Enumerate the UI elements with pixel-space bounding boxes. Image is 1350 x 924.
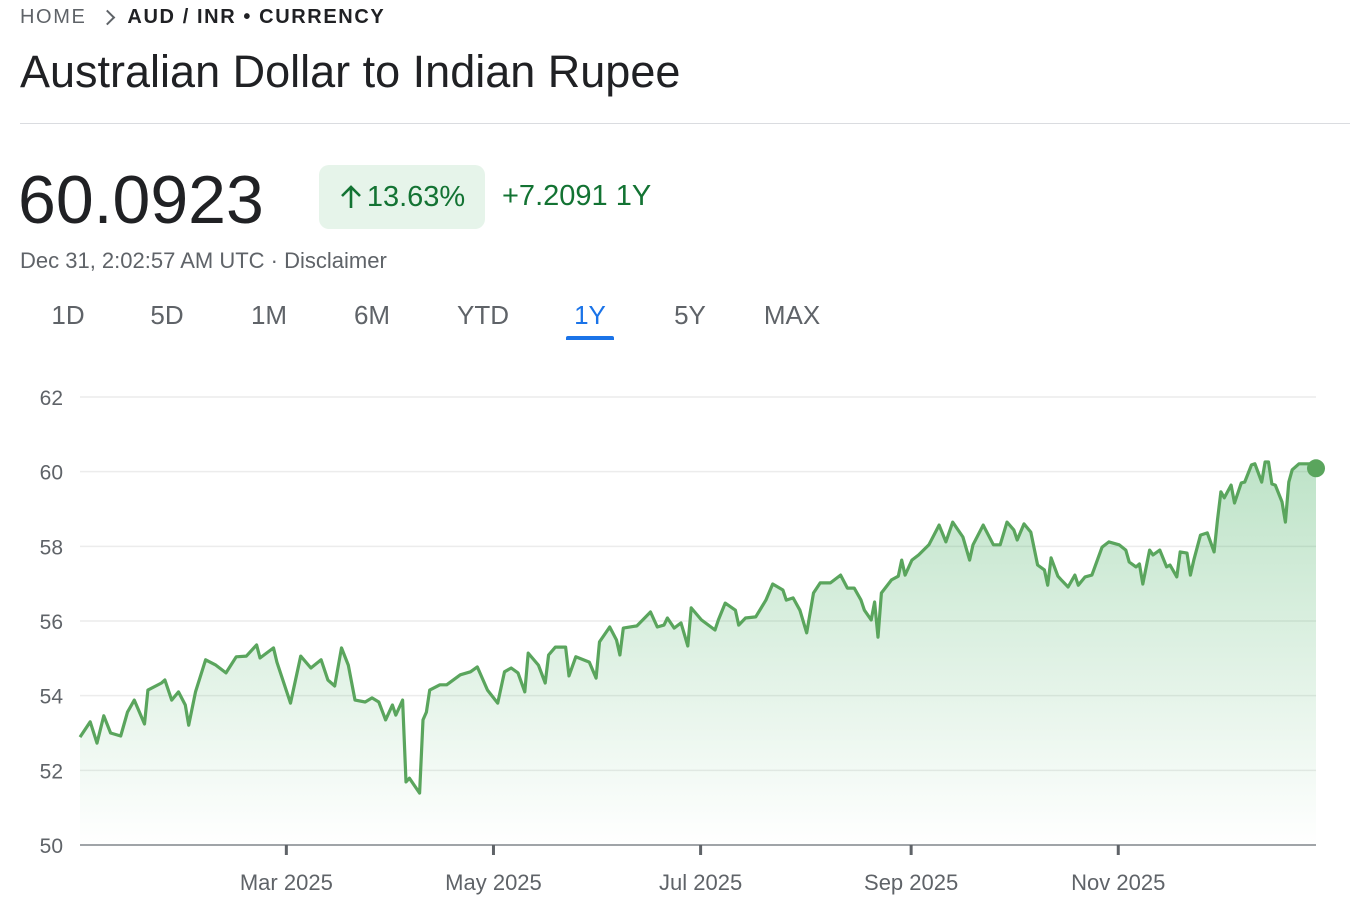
breadcrumb-home-link[interactable]: HOME [20, 6, 87, 28]
chevron-right-icon [100, 9, 116, 26]
y-tick-label: 50 [40, 835, 63, 858]
x-tick-label: Nov 2025 [1071, 870, 1165, 895]
tab-6m[interactable]: 6M [353, 300, 391, 330]
page-title: Australian Dollar to Indian Rupee [20, 46, 681, 97]
breadcrumb-current: AUD / INR • CURRENCY [127, 6, 386, 28]
change-absolute: +7.2091 1Y [502, 180, 652, 212]
disclaimer-link[interactable]: Disclaimer [284, 248, 387, 273]
arrow-up-icon [340, 185, 361, 208]
tab-max[interactable]: MAX [763, 300, 821, 330]
price-area-fill [80, 462, 1316, 845]
y-tick-label: 56 [40, 611, 63, 634]
tab-5y[interactable]: 5Y [674, 300, 706, 330]
y-tick-label: 62 [40, 387, 63, 410]
tab-1y[interactable]: 1Y [542, 300, 638, 340]
y-tick-label: 52 [40, 760, 63, 783]
tab-ytd[interactable]: YTD [457, 300, 509, 330]
change-percent: 13.63% [366, 180, 466, 213]
price-line [78, 460, 1317, 795]
tab-5d[interactable]: 5D [150, 300, 184, 330]
y-tick-label: 58 [40, 536, 63, 559]
x-tick-label: May 2025 [445, 870, 542, 895]
timestamp: Dec 31, 2:02:57 AM UTC [20, 248, 265, 273]
x-tick-label: Mar 2025 [240, 870, 333, 895]
current-price: 60.0923 [18, 162, 264, 238]
y-tick-label: 60 [40, 462, 63, 485]
tab-1d[interactable]: 1D [51, 300, 85, 330]
y-tick-label: 54 [40, 686, 64, 709]
x-tick-label: Jul 2025 [659, 870, 742, 895]
x-tick-label: Sep 2025 [864, 870, 958, 895]
last-point-marker [1307, 459, 1325, 478]
breadcrumb: HOME AUD / INR • CURRENCY [20, 6, 385, 29]
range-tabs: 1D 5D 1M 6M YTD 1Y 5Y MAX [20, 300, 842, 340]
separator: · [264, 248, 285, 273]
divider [20, 123, 1350, 124]
tab-1m[interactable]: 1M [250, 300, 288, 330]
timestamp-line: Dec 31, 2:02:57 AM UTC · Disclaimer [20, 248, 387, 274]
change-percent-badge: 13.63% [319, 165, 485, 229]
